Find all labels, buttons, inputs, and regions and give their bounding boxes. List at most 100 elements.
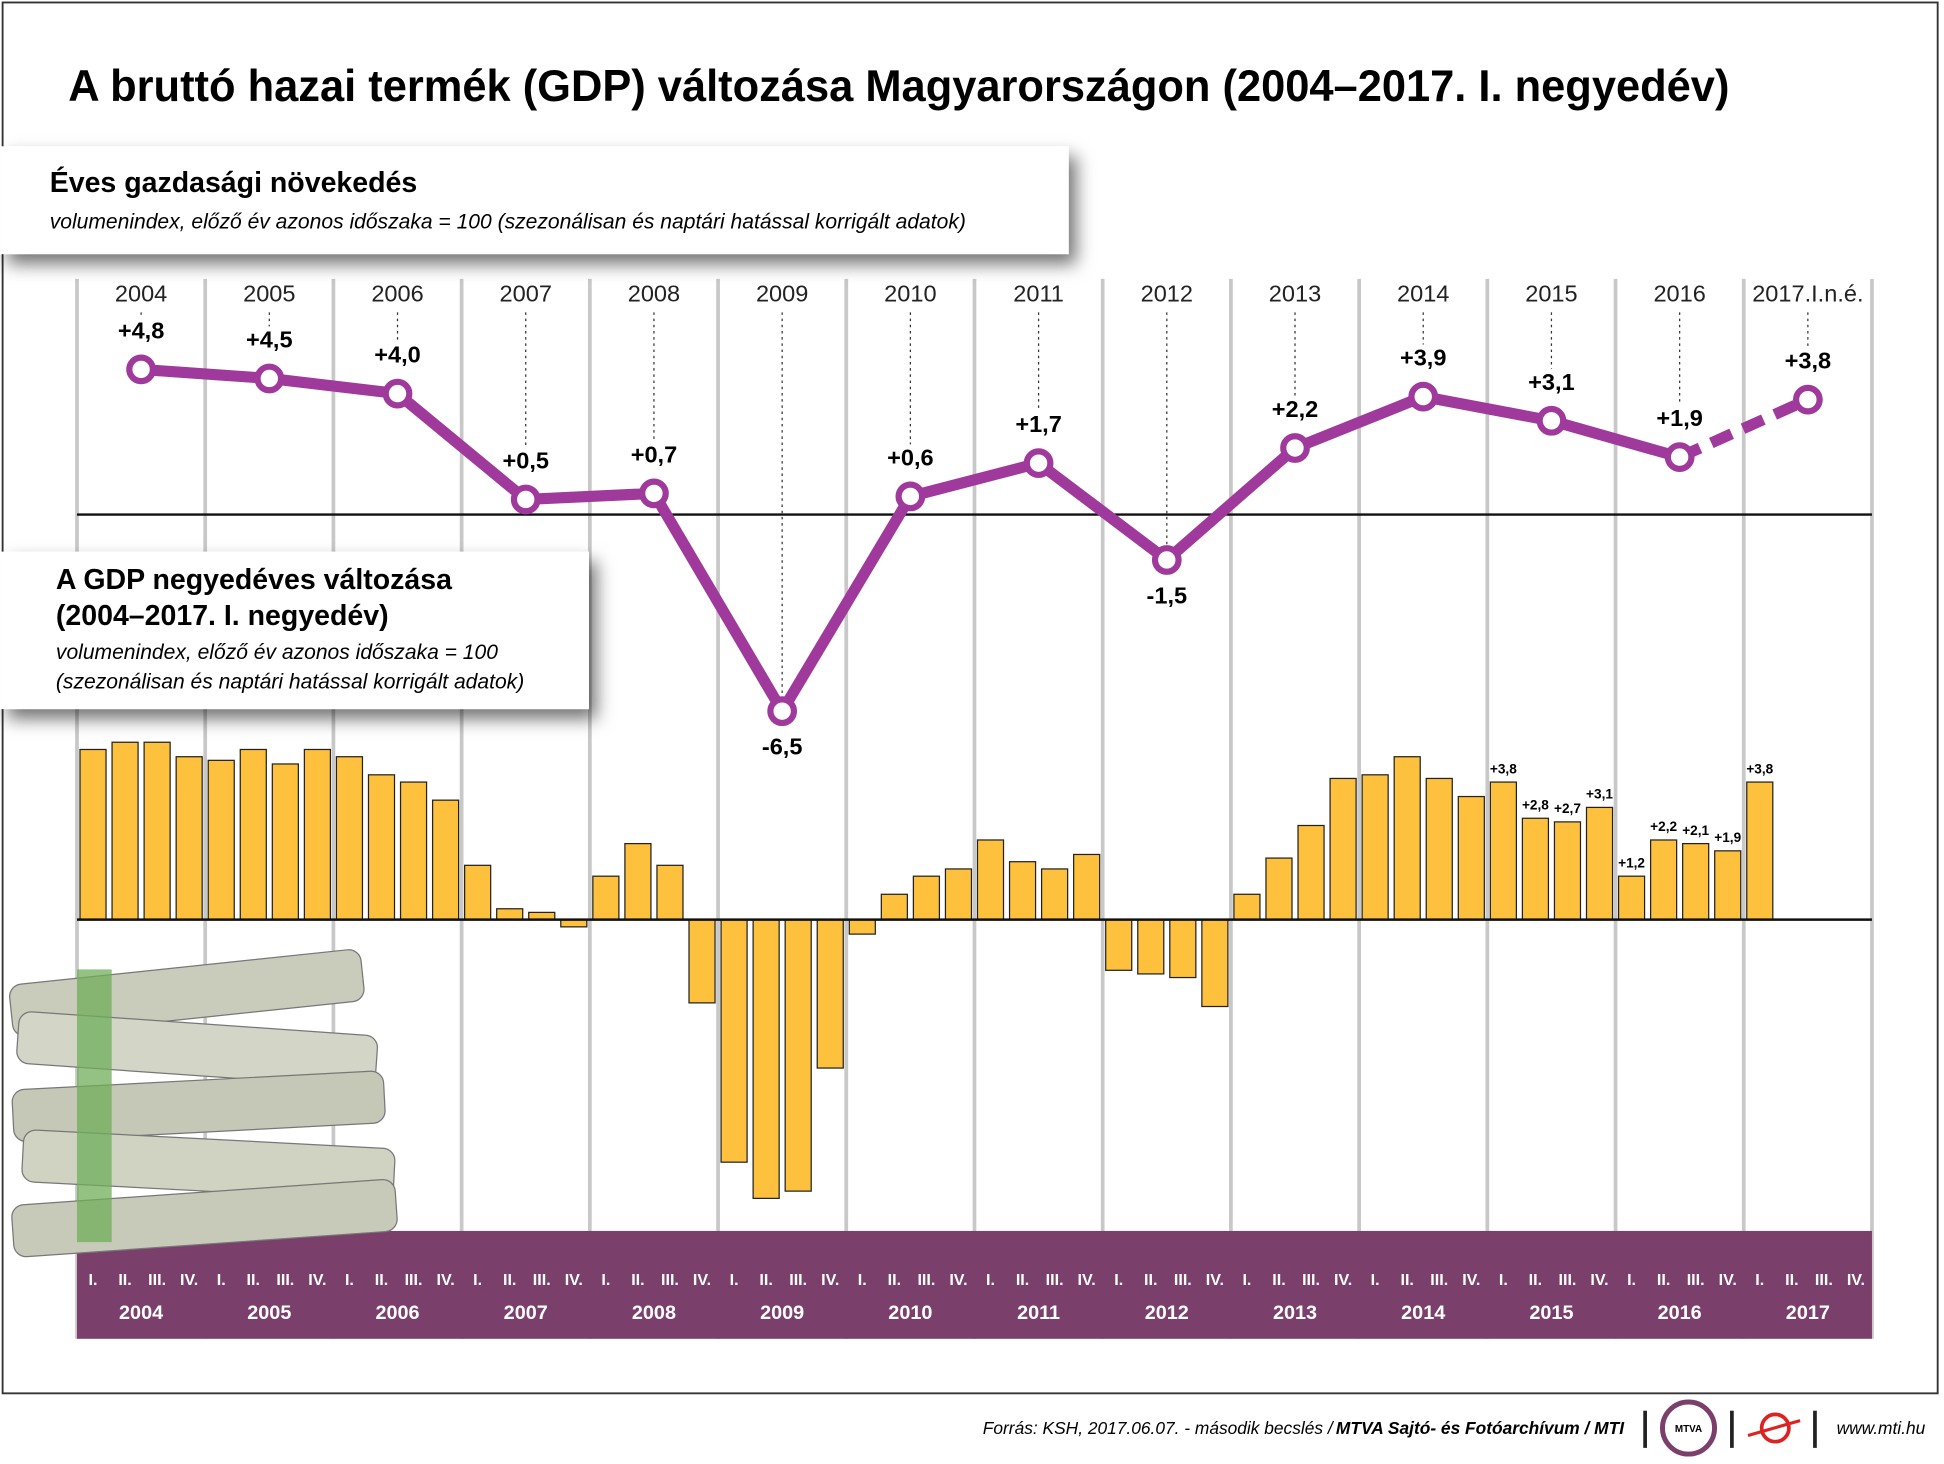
quarter-label: I.	[730, 1271, 739, 1289]
value-label: +3,9	[1400, 345, 1447, 371]
value-label: +1,9	[1656, 405, 1702, 431]
bar	[496, 908, 524, 921]
quarter-label: IV.	[949, 1271, 967, 1289]
x-tick-label: 2011	[1013, 280, 1064, 306]
bar-title: A GDP negyedéves változása	[56, 564, 453, 596]
bar	[175, 756, 203, 921]
quarter-label: I.	[1242, 1271, 1251, 1289]
quarter-label: II.	[503, 1271, 516, 1289]
value-label: +2,2	[1272, 396, 1319, 422]
year-label: 2015	[1529, 1302, 1573, 1324]
bar	[1746, 781, 1774, 921]
data-point	[382, 378, 413, 409]
x-tick-label: 2017.I.n.é.	[1752, 280, 1863, 306]
bar	[880, 893, 908, 921]
data-point	[126, 354, 156, 385]
bar	[1617, 875, 1646, 921]
quarter-label: IV.	[1078, 1271, 1096, 1289]
value-label: -1,5	[1147, 582, 1188, 608]
quarter-label: II.	[1400, 1271, 1413, 1289]
quarter-label: IV.	[565, 1271, 583, 1289]
quarter-label: III.	[1302, 1271, 1320, 1289]
x-tick-label: 2005	[243, 280, 295, 306]
footer: MTVA Sajtó- és Fotóarchívum / MTI Forrás…	[983, 1399, 1926, 1457]
bar	[976, 839, 1005, 921]
quarter-label: III.	[789, 1271, 807, 1289]
bar	[1329, 777, 1357, 921]
bar	[1073, 853, 1101, 921]
quarter-label: I.	[89, 1271, 98, 1289]
quarter-label: IV.	[821, 1271, 839, 1289]
quarter-label: III.	[917, 1271, 935, 1289]
bar	[1169, 919, 1197, 979]
year-label: 2014	[1401, 1302, 1445, 1324]
quarter-label: III.	[1559, 1271, 1577, 1289]
bar-header-box	[0, 551, 589, 710]
data-point	[1664, 442, 1695, 472]
value-label: +4,0	[374, 342, 420, 368]
x-tick-label: 2013	[1269, 280, 1321, 306]
data-point	[254, 363, 285, 394]
quarter-label: II.	[1657, 1271, 1670, 1289]
value-label: +2,2	[1650, 819, 1677, 834]
data-point	[767, 696, 798, 727]
quarter-label: I.	[473, 1271, 482, 1289]
year-label: 2005	[247, 1302, 291, 1324]
x-tick-label: 2012	[1141, 280, 1193, 306]
footer-url: www.mti.hu	[1837, 1418, 1926, 1438]
bar	[1265, 857, 1293, 921]
line-title: Éves gazdasági növekedés	[50, 167, 418, 199]
bar	[1489, 781, 1517, 921]
value-label: +3,8	[1490, 761, 1517, 776]
bar	[79, 748, 107, 921]
bar	[335, 756, 364, 921]
bar	[1297, 824, 1325, 921]
year-label: 2004	[119, 1302, 163, 1324]
quarter-label: II.	[1529, 1271, 1542, 1289]
bar	[367, 774, 396, 921]
quarter-label: III.	[148, 1271, 166, 1289]
quarter-label: II.	[1016, 1271, 1029, 1289]
year-label: 2012	[1145, 1302, 1189, 1324]
bar	[143, 741, 171, 921]
line-subtitle: volumenindex, előző év azonos időszaka =…	[50, 211, 966, 234]
bar-title: (2004–2017. I. negyedév)	[56, 600, 389, 632]
quarter-label: I.	[1371, 1271, 1380, 1289]
quarter-label: I.	[858, 1271, 867, 1289]
quarter-label: II.	[759, 1271, 772, 1289]
data-point	[1151, 545, 1182, 575]
quarter-label: IV.	[436, 1271, 454, 1289]
bar	[752, 919, 780, 1199]
value-label: +0,7	[631, 441, 678, 467]
footer-credit: MTVA Sajtó- és Fotóarchívum / MTI	[1336, 1418, 1625, 1438]
value-label: +1,9	[1714, 830, 1741, 845]
quarter-label: III.	[1430, 1271, 1448, 1289]
value-label: -6,5	[762, 734, 803, 760]
bar	[1233, 893, 1261, 921]
bar	[239, 748, 267, 921]
bar	[1361, 774, 1389, 921]
quarter-label: III.	[533, 1271, 551, 1289]
quarter-label: II.	[631, 1271, 644, 1289]
x-tick-label: 2009	[756, 280, 808, 306]
quarter-label: III.	[405, 1271, 423, 1289]
x-tick-label: 2006	[371, 280, 423, 306]
quarter-label: IV.	[693, 1271, 711, 1289]
data-point	[1408, 381, 1439, 412]
quarter-label: I.	[1627, 1271, 1636, 1289]
bar	[592, 875, 620, 921]
data-line-estimate	[1677, 394, 1811, 463]
bar	[1649, 839, 1678, 921]
quarter-label: IV.	[1206, 1271, 1224, 1289]
footer-logo: MTVA	[1675, 1424, 1702, 1435]
value-label: +4,8	[118, 317, 164, 343]
value-label: +3,8	[1746, 761, 1773, 776]
bar	[207, 759, 235, 921]
value-label: +3,1	[1528, 369, 1574, 395]
footer-source: Forrás: KSH, 2017.06.07. - második becsl…	[983, 1418, 1335, 1438]
bar	[1585, 806, 1614, 921]
quarter-label: III.	[1174, 1271, 1192, 1289]
quarter-label: I.	[986, 1271, 995, 1289]
quarter-label: III.	[1687, 1271, 1705, 1289]
quarter-label: I.	[1114, 1271, 1123, 1289]
